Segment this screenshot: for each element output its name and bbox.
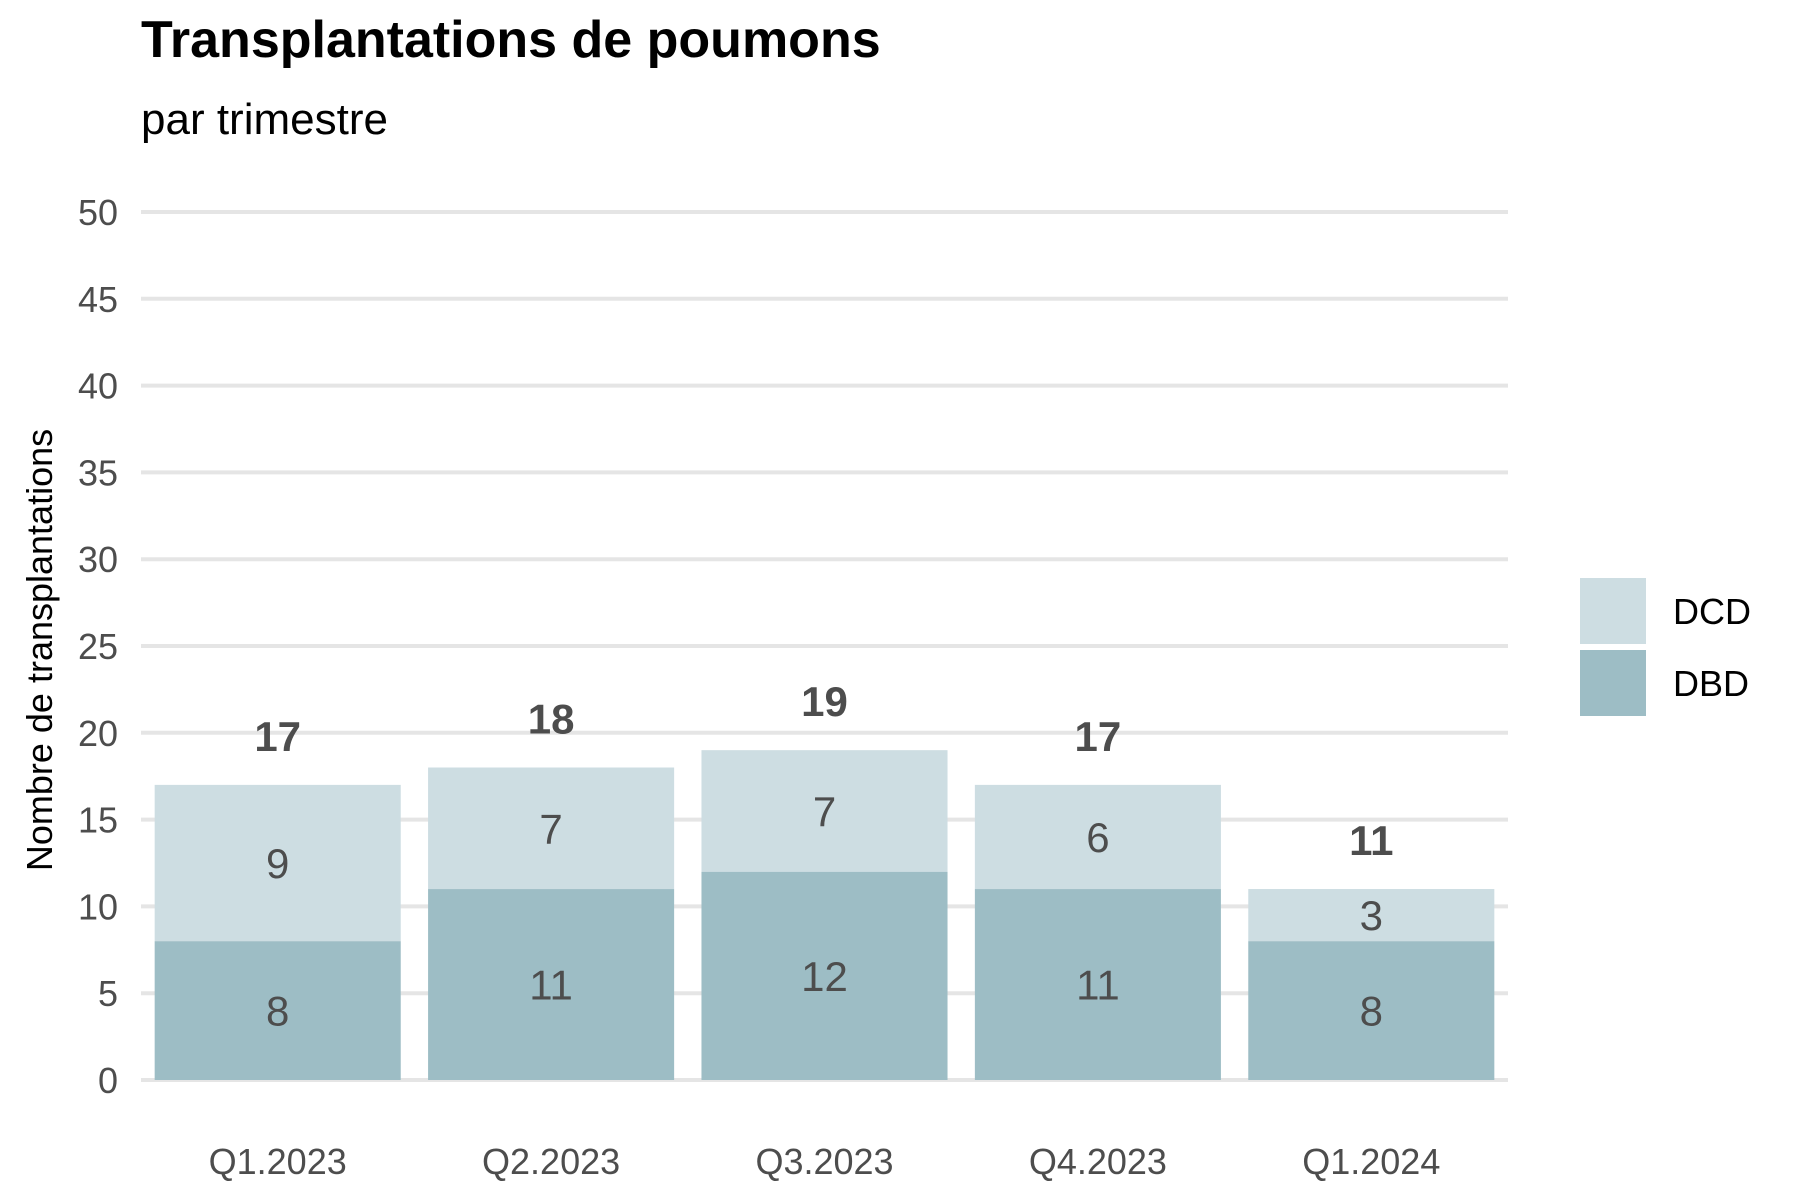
total-label: 11 (1349, 817, 1393, 864)
y-tick-label: 45 (78, 279, 118, 320)
x-tick-label: Q4.2023 (1029, 1141, 1167, 1182)
y-tick-label: 40 (78, 366, 118, 407)
x-axis-ticks: Q1.2023 Q2.2023 Q3.2023 Q4.2023 Q1.2024 (209, 1141, 1441, 1182)
y-tick-label: 50 (78, 192, 118, 233)
total-label: 18 (528, 696, 575, 743)
bar-segment-dcd (974, 784, 1221, 890)
legend: DCD DBD (1580, 578, 1751, 716)
bar-segment-dbd (701, 871, 948, 1080)
bars: 8 9 17 11 7 18 12 7 19 11 6 17 8 3 11 (154, 678, 1495, 1080)
x-tick-label: Q2.2023 (482, 1141, 620, 1182)
x-tick-label: Q1.2023 (209, 1141, 347, 1182)
data-label-dbd: 11 (1076, 962, 1120, 1009)
data-label-dcd: 7 (813, 788, 836, 835)
legend-label-dcd: DCD (1673, 591, 1751, 632)
legend-swatch-dbd (1580, 650, 1646, 716)
data-label-dbd: 11 (529, 962, 573, 1009)
y-axis-ticks: 0 5 10 15 20 25 30 35 40 45 50 (78, 192, 118, 1101)
y-axis-title: Nombre de transplantations (19, 429, 60, 871)
y-tick-label: 30 (78, 539, 118, 580)
data-label-dcd: 3 (1360, 892, 1383, 939)
y-tick-label: 20 (78, 713, 118, 754)
bar-segment-dcd (701, 750, 948, 872)
bar-segment-dbd (1248, 941, 1495, 1080)
data-label-dbd: 8 (266, 988, 289, 1035)
data-label-dcd: 7 (539, 805, 562, 852)
x-tick-label: Q1.2024 (1302, 1141, 1440, 1182)
y-tick-label: 25 (78, 626, 118, 667)
bar-segment-dbd (428, 889, 675, 1080)
data-label-dbd: 12 (801, 953, 848, 1000)
legend-label-dbd: DBD (1673, 663, 1749, 704)
grid-lines (141, 210, 1508, 1082)
bar-segment-dbd (974, 889, 1221, 1080)
legend-swatch-dcd (1580, 578, 1646, 644)
bar-segment-dcd (154, 784, 401, 942)
y-tick-label: 15 (78, 800, 118, 841)
data-label-dcd: 9 (266, 840, 289, 887)
data-label-dbd: 8 (1360, 988, 1383, 1035)
chart-title: Transplantations de poumons (141, 11, 881, 69)
bar-segment-dcd (1248, 889, 1495, 942)
bar-segment-dbd (154, 941, 401, 1080)
data-label-dcd: 6 (1086, 814, 1109, 861)
y-tick-label: 0 (98, 1060, 118, 1101)
bar-segment-dcd (428, 767, 675, 890)
total-label: 17 (254, 713, 301, 760)
chart-subtitle: par trimestre (141, 95, 388, 144)
total-label: 19 (801, 678, 848, 725)
total-label: 17 (1075, 713, 1122, 760)
y-tick-label: 5 (98, 973, 118, 1014)
y-tick-label: 35 (78, 452, 118, 493)
x-tick-label: Q3.2023 (755, 1141, 893, 1182)
y-tick-label: 10 (78, 886, 118, 927)
